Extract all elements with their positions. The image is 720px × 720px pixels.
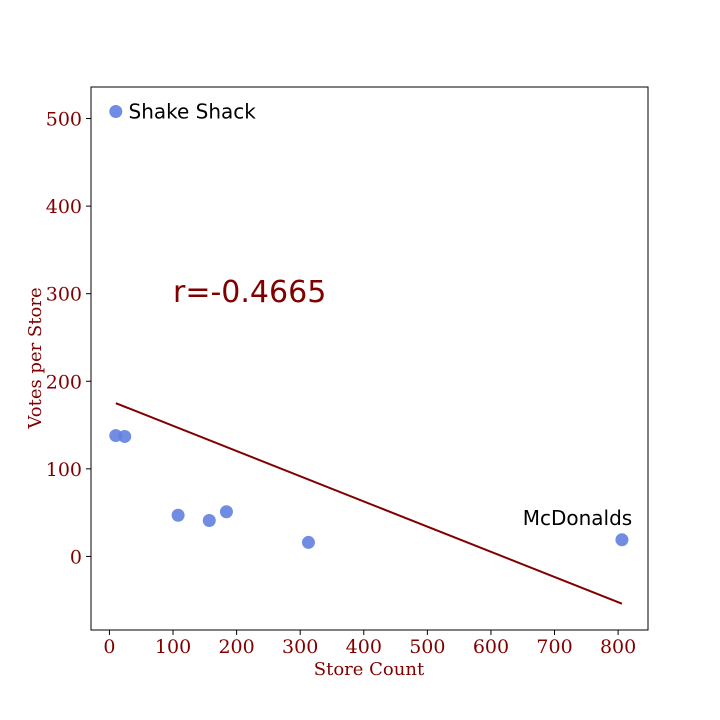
x-axis-title: Store Count — [314, 659, 425, 680]
point-annotation: McDonalds — [523, 506, 633, 530]
scatter-point — [301, 535, 315, 549]
scatter-point — [118, 429, 132, 443]
y-tick-label: 100 — [46, 459, 82, 481]
x-tick-label: 300 — [282, 636, 318, 658]
plot-frame — [90, 86, 649, 631]
scatter-point — [171, 508, 185, 522]
point-annotation: Shake Shack — [129, 100, 257, 124]
scatter-point — [109, 105, 123, 119]
x-tick-label: 600 — [473, 636, 509, 658]
y-axis-title: Votes per Store — [25, 287, 46, 429]
scatter-point — [615, 533, 629, 547]
scatter-point — [202, 514, 216, 528]
x-tick-label: 700 — [536, 636, 572, 658]
x-tick-label: 200 — [218, 636, 254, 658]
y-tick-label: 0 — [70, 546, 82, 568]
y-tick-label: 500 — [46, 109, 82, 131]
trend-line — [115, 402, 623, 605]
x-tick-label: 400 — [346, 636, 382, 658]
y-tick-label: 200 — [46, 371, 82, 393]
x-tick-label: 800 — [600, 636, 636, 658]
x-tick-label: 100 — [155, 636, 191, 658]
y-tick-label: 400 — [46, 196, 82, 218]
correlation-label: r=-0.4665 — [173, 275, 326, 310]
x-tick-label: 500 — [409, 636, 445, 658]
y-tick-label: 300 — [46, 284, 82, 306]
scatter-point — [219, 505, 233, 519]
x-tick-label: 0 — [103, 636, 115, 658]
